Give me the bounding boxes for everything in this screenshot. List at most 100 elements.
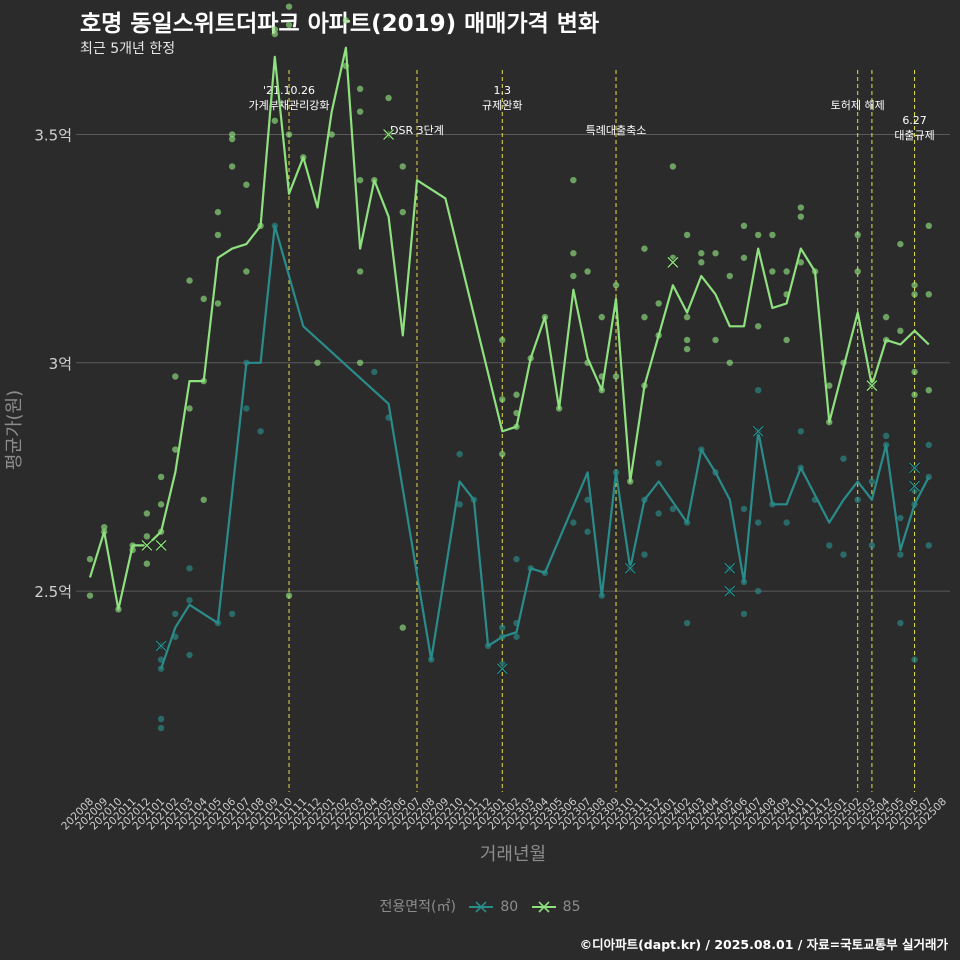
data-point-85 (897, 327, 904, 335)
data-point-80 (740, 505, 748, 513)
data-point-80 (669, 505, 677, 513)
cross-marker-80 (624, 562, 637, 575)
data-point-85 (356, 268, 364, 275)
data-point-85 (854, 268, 861, 275)
y-tick-label: 3억 (49, 355, 72, 373)
data-point-85 (683, 336, 691, 344)
data-point-85 (285, 21, 293, 29)
data-point-80 (897, 551, 904, 558)
data-point-85 (754, 231, 762, 239)
data-point-85 (143, 533, 151, 540)
data-point-80 (513, 555, 520, 563)
data-point-80 (854, 496, 861, 503)
data-point-80 (897, 514, 904, 522)
data-point-85 (243, 268, 250, 275)
cross-stroke (155, 640, 167, 652)
data-point-85 (769, 268, 776, 275)
cross-stroke (383, 128, 395, 140)
data-point-85 (214, 231, 222, 239)
data-point-85 (726, 359, 733, 366)
data-point-85 (911, 291, 918, 298)
cross-stroke (752, 425, 764, 437)
data-point-80 (570, 519, 577, 526)
data-point-85 (172, 446, 179, 453)
data-point-80 (186, 597, 193, 604)
data-point-85 (328, 131, 335, 138)
data-point-85 (271, 26, 279, 33)
data-point-80 (655, 510, 662, 517)
data-point-80 (840, 551, 847, 558)
data-point-85 (797, 204, 805, 211)
data-point-85 (641, 245, 648, 252)
data-point-85 (726, 272, 733, 280)
data-point-85 (385, 94, 392, 102)
cross-stroke (667, 256, 679, 268)
data-point-80 (186, 565, 193, 572)
data-point-85 (897, 240, 904, 248)
data-point-85 (911, 368, 918, 376)
event-label: DSR 3단계 (390, 124, 444, 137)
data-point-85 (655, 300, 662, 307)
cross-marker-80 (908, 461, 921, 474)
cross-stroke (909, 480, 921, 492)
data-point-85 (243, 181, 250, 188)
cross-marker-85 (382, 128, 395, 141)
data-point-85 (513, 391, 520, 398)
data-point-85 (314, 359, 321, 366)
series-line-80 (160, 224, 930, 670)
data-point-85 (143, 510, 151, 517)
cross-stroke (866, 380, 878, 392)
data-point-80 (371, 368, 378, 376)
data-point-85 (925, 291, 932, 298)
data-point-80 (897, 619, 904, 627)
data-point-85 (584, 268, 591, 275)
data-point-85 (356, 359, 364, 366)
data-point-85 (214, 300, 222, 307)
data-point-85 (783, 336, 790, 344)
data-point-85 (769, 231, 776, 239)
data-point-85 (612, 281, 620, 289)
data-point-80 (456, 501, 463, 508)
data-point-80 (513, 633, 520, 640)
data-point-85 (356, 176, 364, 184)
data-point-85 (911, 281, 918, 289)
data-point-85 (499, 396, 506, 403)
chart-subtitle: 최근 5개년 한정 (80, 41, 176, 57)
data-point-80 (157, 724, 165, 732)
data-point-85 (826, 382, 833, 389)
y-tick-label: 3.5억 (34, 126, 72, 144)
y-tick-label: 2.5억 (34, 583, 72, 601)
cross-stroke (724, 562, 736, 574)
data-point-85 (683, 231, 691, 239)
data-point-85 (285, 592, 293, 599)
data-point-85 (101, 523, 108, 531)
series-85 (86, 3, 932, 631)
data-point-80 (228, 610, 236, 618)
data-point-85 (925, 386, 932, 394)
legend-key-85-icon (531, 901, 556, 913)
data-point-80 (840, 455, 847, 462)
data-point-85 (86, 592, 94, 599)
data-point-85 (570, 176, 577, 184)
data-point-85 (228, 135, 236, 143)
data-point-80 (243, 405, 250, 412)
cross-marker-80 (752, 425, 765, 438)
data-point-80 (584, 528, 591, 535)
data-point-85 (342, 17, 350, 24)
legend-item-85: 85 (531, 899, 581, 915)
data-point-85 (186, 405, 193, 412)
data-point-85 (783, 268, 790, 275)
chart-title: 호명 동일스위트더파크 아파트(2019) 매매가격 변화 (80, 11, 600, 37)
data-point-85 (683, 345, 691, 353)
event-label: 규제완화 (482, 99, 522, 112)
data-point-85 (86, 555, 94, 563)
cross-marker-80 (496, 662, 509, 675)
cross-marker-80 (908, 480, 921, 492)
legend-title: 전용면적(㎡) (379, 899, 456, 915)
cross-stroke (724, 585, 736, 597)
event-label: 6.27 (902, 114, 927, 127)
data-point-85 (399, 624, 406, 631)
event-label: '21.10.26 (263, 84, 315, 97)
chart-legend: 전용면적(㎡) 80 85 (0, 896, 960, 916)
